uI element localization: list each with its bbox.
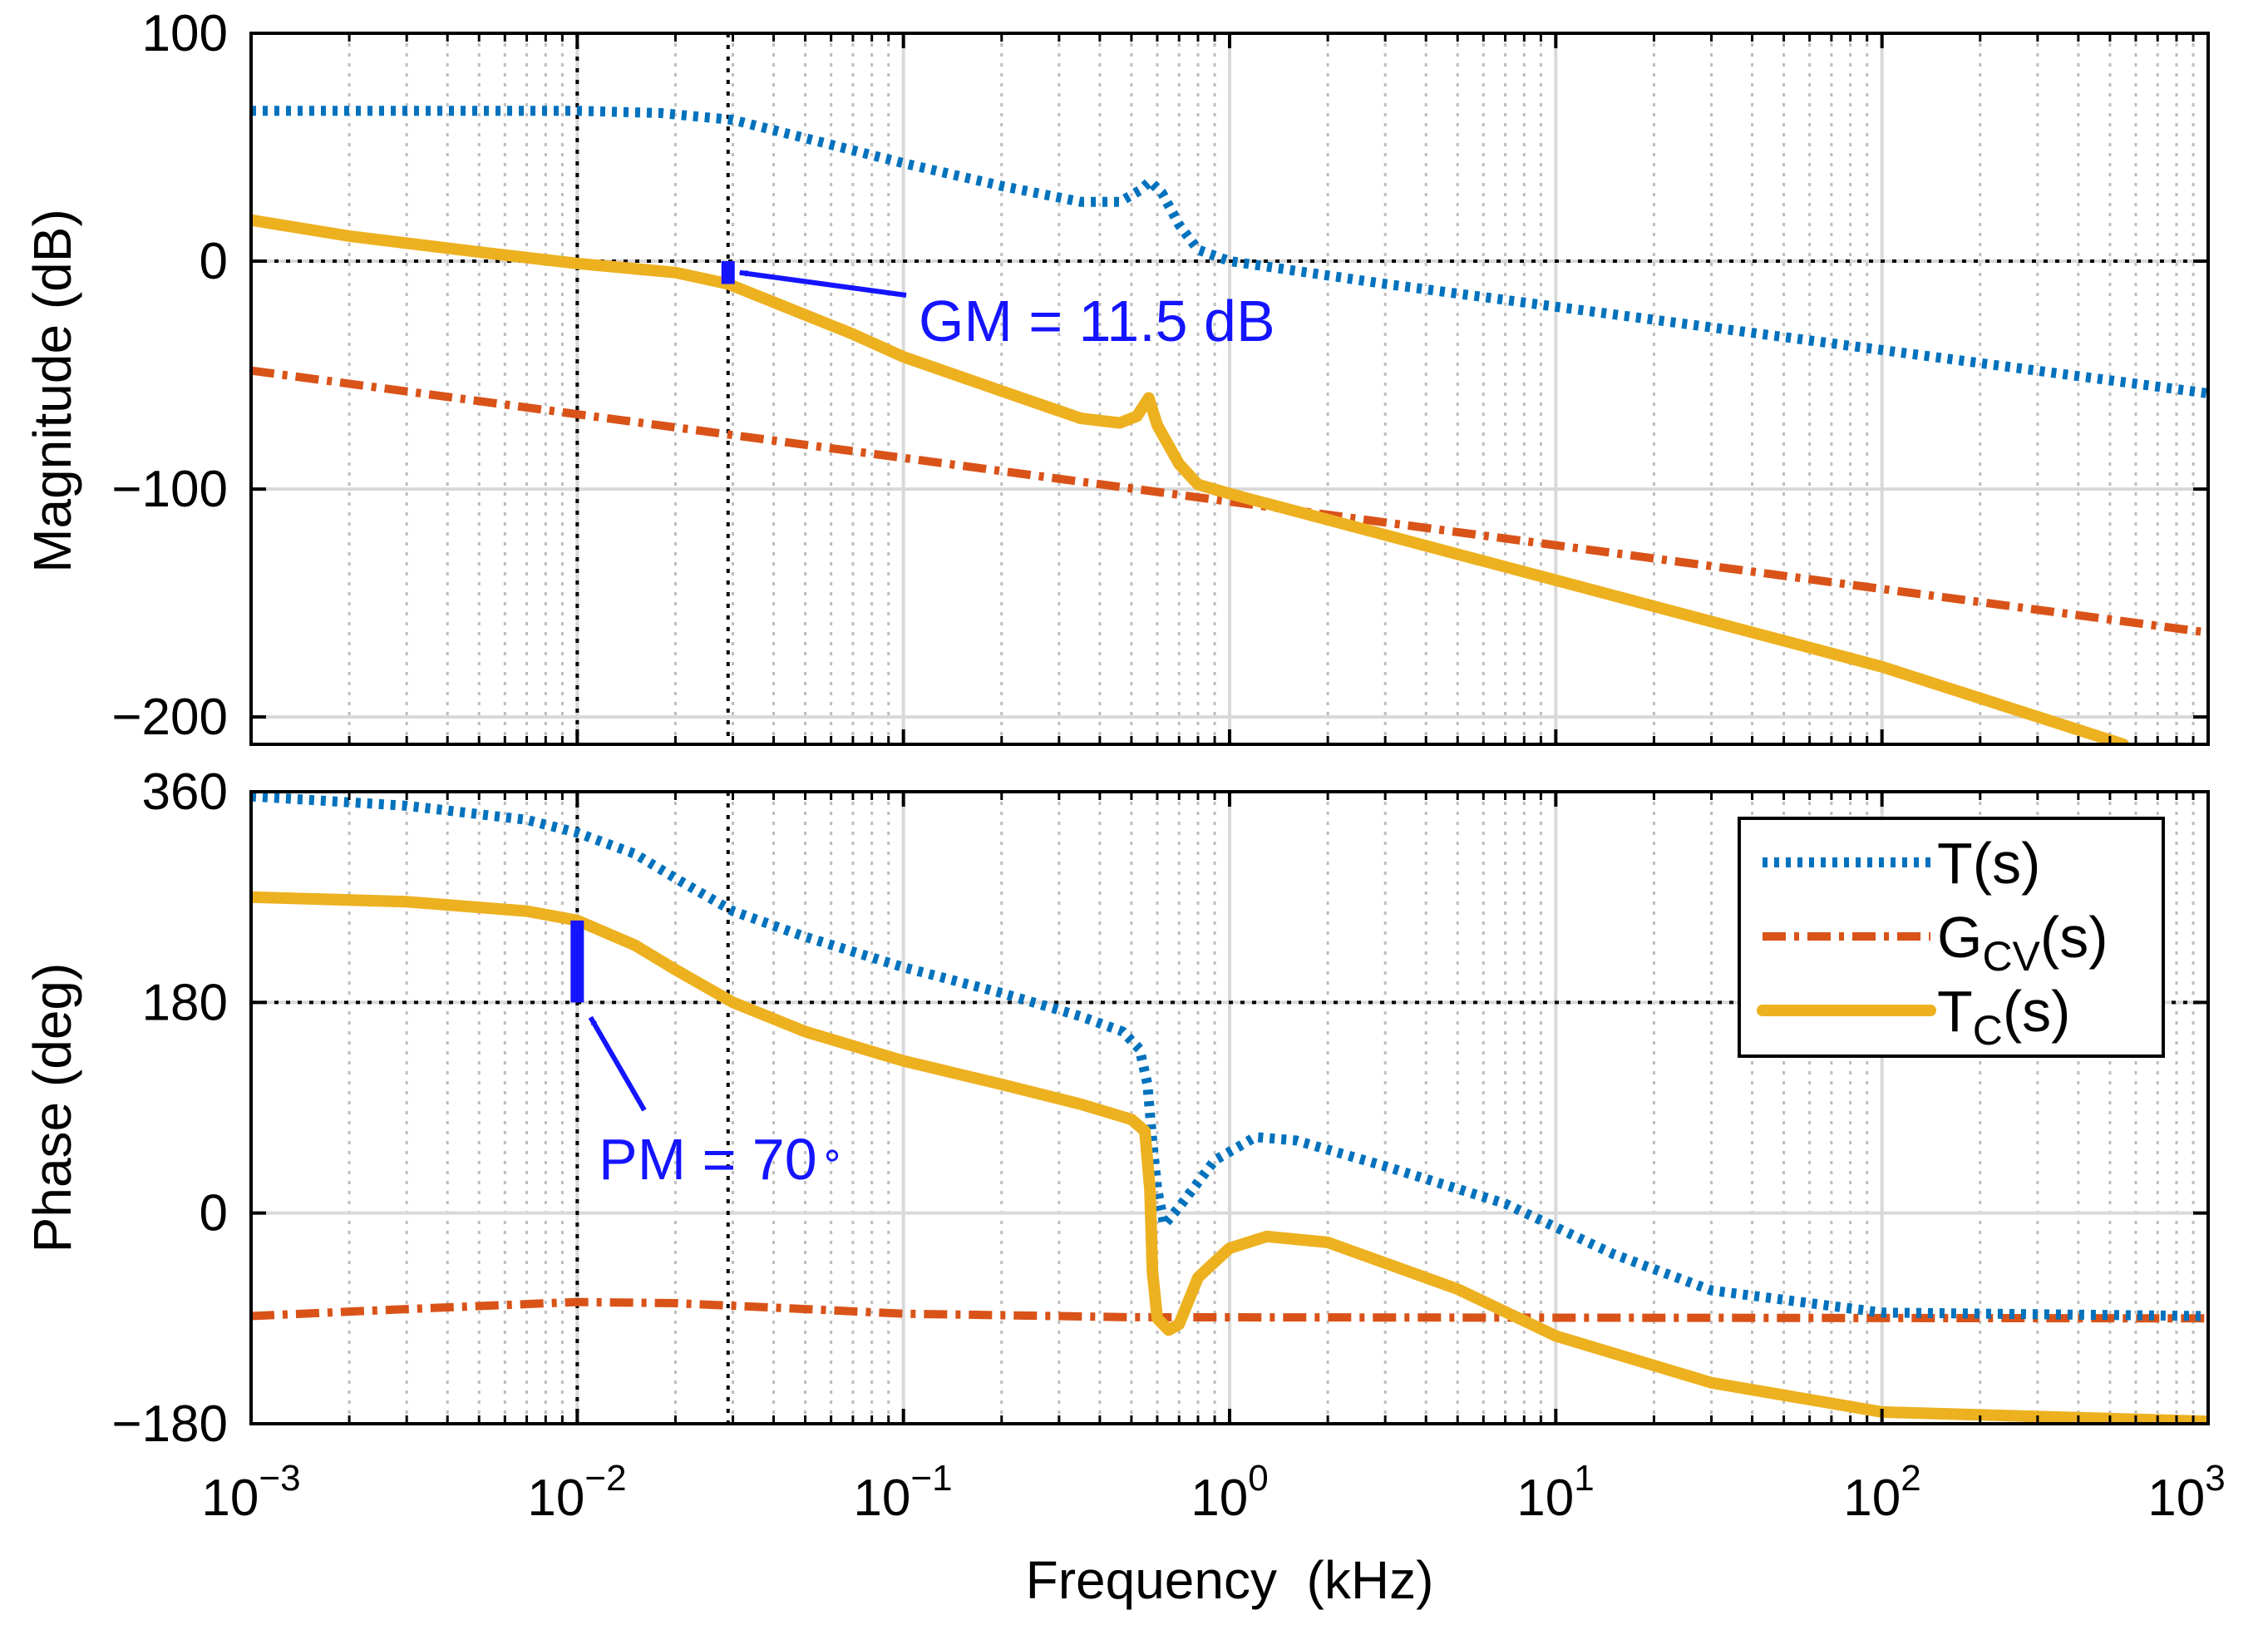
legend-entry-t-label: T(s): [1937, 831, 2040, 896]
legend-entry-tc: TC(s): [1937, 979, 2071, 1054]
legend: T(s) GCV(s) TC(s): [1738, 817, 2165, 1058]
legend-entry-tc-suffix: (s): [2003, 979, 2071, 1044]
phase-margin-text: PM = 70: [599, 1127, 817, 1192]
legend-entry-gcv-sub: CV: [1982, 933, 2040, 980]
x-tick-label-4-base: 10: [1516, 1469, 1574, 1527]
y-tick-label: −100: [111, 461, 228, 518]
x-axis-label: Frequency (kHz): [1026, 1550, 1434, 1610]
y-tick-label: 0: [200, 1185, 228, 1242]
y-tick-label: 0: [200, 233, 228, 290]
phase-y-tick-labels: 360 180 0 −180: [111, 763, 228, 1453]
legend-entry-gcv-suffix: (s): [2040, 905, 2108, 970]
margin-arrow: [738, 269, 907, 298]
y-tick-label: −180: [111, 1395, 228, 1453]
y-tick-label: 180: [142, 974, 228, 1031]
degree-symbol: ∘: [821, 1133, 845, 1176]
x-tick-label-1-exp: −2: [584, 1458, 626, 1499]
magnitude-frame: [249, 32, 2210, 746]
y-tick-label: −200: [111, 689, 228, 746]
x-tick-label-4: 101: [1516, 1458, 1594, 1527]
x-tick-label-3-exp: 0: [1248, 1458, 1268, 1499]
magnitude-panel: 100 0 −100 −200 Magnitude (dB) GM = 11.5 dB: [22, 5, 2210, 746]
x-tick-label-6-exp: 3: [2205, 1458, 2225, 1499]
x-tick-label-1: 10−2: [527, 1458, 626, 1527]
x-tick-labels: 10−3 10−2 10−1 100 101 102 103: [201, 1458, 2225, 1527]
phase-line-tc: [251, 891, 2208, 1424]
phase-line-gcv: [251, 1297, 2208, 1323]
x-tick-label-1-base: 10: [527, 1469, 584, 1527]
margin-arrow: [588, 1015, 647, 1112]
x-tick-label-6-base: 10: [2147, 1469, 2205, 1527]
x-tick-label-5: 102: [1843, 1458, 1920, 1527]
magnitude-y-axis-label: Magnitude (dB): [22, 209, 82, 573]
legend-entry-gcv: GCV(s): [1937, 905, 2108, 980]
magnitude-line-gcv: [251, 366, 2208, 637]
legend-entry-gcv-main: G: [1937, 905, 1982, 970]
x-tick-label-0-exp: −3: [259, 1458, 300, 1499]
x-tick-label-3-base: 10: [1191, 1469, 1248, 1527]
x-tick-label-5-base: 10: [1843, 1469, 1901, 1527]
legend-entry-t: T(s): [1937, 831, 2040, 896]
y-tick-label: 360: [142, 763, 228, 821]
magnitude-line-t: [251, 106, 2208, 398]
phase-margin-label: PM = 70∘: [599, 1127, 844, 1192]
x-tick-label-6: 103: [2147, 1458, 2225, 1527]
x-tick-label-2-exp: −1: [910, 1458, 952, 1499]
phase-margin-annotation: [570, 920, 647, 1112]
y-tick-label: 100: [142, 5, 228, 62]
x-tick-label-2-base: 10: [853, 1469, 910, 1527]
x-tick-label-5-exp: 2: [1901, 1458, 1920, 1499]
x-tick-label-0: 10−3: [201, 1458, 300, 1527]
x-tick-label-0-base: 10: [201, 1469, 259, 1527]
legend-entry-tc-main: T: [1937, 979, 1973, 1044]
x-tick-label-4-exp: 1: [1574, 1458, 1594, 1499]
phase-frame: [249, 790, 2210, 1425]
x-tick-label-2: 10−1: [853, 1458, 952, 1527]
gain-margin-label: GM = 11.5 dB: [919, 289, 1275, 353]
gain-margin-annotation: [721, 261, 907, 298]
phase-y-axis-label: Phase (deg): [22, 963, 82, 1253]
x-tick-label-3: 100: [1191, 1458, 1268, 1527]
legend-entry-tc-sub: C: [1973, 1007, 2003, 1054]
magnitude-y-tick-labels: 100 0 −100 −200: [111, 5, 228, 746]
magnitude-line-tc: [251, 214, 2130, 744]
